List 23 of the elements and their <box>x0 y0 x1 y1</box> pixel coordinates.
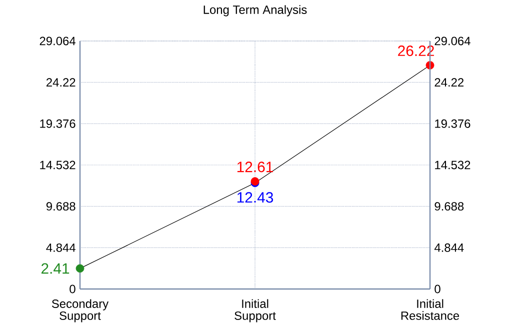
y2-tick-label: 0 <box>434 284 440 294</box>
y-tick-label: 4.844 <box>46 243 76 252</box>
data-label: 12.61 <box>237 162 273 172</box>
x-tick-label: Secondary Support <box>52 299 109 322</box>
y2-tick-label: 14.532 <box>435 160 470 170</box>
y2-tick-label: 9.688 <box>434 202 464 211</box>
data-label: 26.22 <box>398 45 434 56</box>
x-tick-label: Initial Resistance <box>401 299 460 320</box>
y2-tick-label: 19.376 <box>435 119 470 128</box>
y-tick-label: 24.22 <box>46 78 76 87</box>
point <box>76 264 84 273</box>
x-tick-label: Initial Support <box>234 299 276 322</box>
chart-title: Long Term Analysis <box>204 5 307 16</box>
y2-tick-label: 24.22 <box>434 78 464 87</box>
y-tick-label: 14.532 <box>40 160 76 170</box>
data-label: 12.43 <box>237 192 274 203</box>
data-label: 2.41 <box>41 263 70 274</box>
y-tick-label: 29.064 <box>40 36 76 46</box>
y-tick-label: 0 <box>70 284 76 294</box>
y2-tick-label: 4.844 <box>434 243 464 252</box>
y-tick-label: 9.688 <box>46 202 76 211</box>
y2-tick-label: 29.064 <box>434 36 470 46</box>
y-tick-label: 19.376 <box>40 119 76 128</box>
